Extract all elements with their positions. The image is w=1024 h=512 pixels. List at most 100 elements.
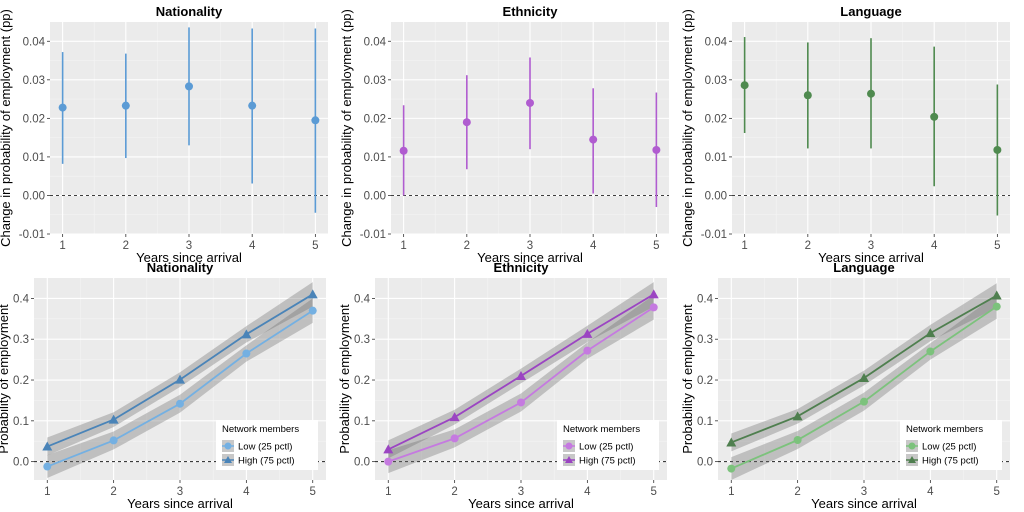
y-tick-label: 0.4 bbox=[697, 293, 714, 305]
x-tick-label: 2 bbox=[805, 240, 811, 252]
panel-5: 0.0 0.1 0.2 0.3 0.4 1 2 3 4 5 Ethnicity Years since… bbox=[337, 260, 667, 511]
data-point-circle bbox=[43, 462, 52, 471]
legend-label: High (75 pctl) bbox=[238, 456, 295, 467]
x-tick-label: 1 bbox=[44, 486, 50, 498]
data-point bbox=[652, 145, 661, 154]
data-point-circle bbox=[308, 306, 317, 315]
legend-key-triangle bbox=[224, 456, 232, 463]
y-tick-label: 0.04 bbox=[705, 36, 728, 48]
x-tick-label: 4 bbox=[590, 240, 597, 252]
data-point bbox=[740, 81, 749, 90]
y-axis-label: Change in probability of employment (pp) bbox=[339, 9, 354, 247]
x-tick-label: 1 bbox=[59, 240, 65, 252]
y-tick-label: -0.01 bbox=[19, 229, 45, 241]
legend-key-triangle bbox=[565, 456, 573, 463]
y-tick-label: 0.2 bbox=[13, 375, 29, 387]
x-tick-label: 1 bbox=[741, 240, 747, 252]
legend-label: High (75 pctl) bbox=[579, 456, 636, 467]
data-point bbox=[589, 135, 598, 144]
y-tick-label: 0.02 bbox=[364, 113, 386, 125]
data-point-circle bbox=[649, 303, 658, 312]
y-tick-label: 0.3 bbox=[354, 334, 370, 346]
x-tick-label: 3 bbox=[868, 240, 874, 252]
legend-title: Network members bbox=[222, 424, 299, 435]
legend-title: Network members bbox=[906, 424, 983, 435]
data-point-circle bbox=[242, 349, 251, 358]
x-tick-label: 5 bbox=[312, 240, 318, 252]
y-tick-label: 0.1 bbox=[354, 416, 370, 428]
data-point-circle bbox=[860, 397, 868, 406]
x-tick-label: 4 bbox=[584, 486, 591, 498]
y-axis-label: Probability of employment bbox=[680, 304, 695, 454]
y-axis-label: Change in probability of employment (pp) bbox=[0, 9, 13, 247]
y-tick-label: 0.1 bbox=[13, 416, 29, 428]
legend-key-triangle bbox=[908, 456, 916, 463]
data-point-circle bbox=[727, 464, 736, 473]
x-tick-label: 2 bbox=[451, 486, 457, 498]
y-axis-label: Probability of employment bbox=[337, 304, 352, 454]
x-axis-label: Years since arrival bbox=[818, 250, 924, 265]
panel-3: -0.01 0.00 0.01 0.02 0.03 0.04 1 2 3 4 5 Language Ye… bbox=[680, 4, 1010, 265]
panel-6: 0.0 0.1 0.2 0.3 0.4 1 2 3 4 5 Language Years since … bbox=[680, 260, 1010, 511]
y-tick-label: 0.0 bbox=[697, 457, 713, 469]
data-point-triangle bbox=[516, 370, 526, 380]
data-point-triangle bbox=[307, 289, 318, 299]
data-point bbox=[399, 146, 408, 155]
data-point bbox=[993, 145, 1002, 154]
panel-2: -0.01 0.00 0.01 0.02 0.03 0.04 1 2 3 4 5 Ethnicity Y… bbox=[339, 4, 669, 265]
x-tick-label: 3 bbox=[186, 240, 192, 252]
x-axis-label: Years since arrival bbox=[136, 250, 242, 265]
data-point-triangle bbox=[108, 414, 119, 424]
data-point bbox=[803, 91, 812, 100]
data-point-triangle bbox=[726, 437, 737, 447]
x-tick-label: 1 bbox=[728, 486, 734, 498]
confidence-band bbox=[731, 294, 997, 480]
x-tick-label: 2 bbox=[110, 486, 116, 498]
panel-4: 0.0 0.1 0.2 0.3 0.4 1 2 3 4 5 Nationality Years sin… bbox=[0, 260, 326, 511]
y-tick-label: 0.2 bbox=[354, 375, 370, 387]
panel-title: Ethnicity bbox=[494, 260, 550, 275]
panel-title: Ethnicity bbox=[503, 4, 559, 19]
data-point-triangle bbox=[42, 441, 53, 451]
y-tick-label: 0.04 bbox=[364, 36, 387, 48]
x-tick-label: 2 bbox=[123, 240, 129, 252]
y-tick-label: 0.01 bbox=[705, 152, 727, 164]
data-point-circle bbox=[793, 436, 802, 445]
x-axis-label: Years since arrival bbox=[811, 496, 917, 511]
y-tick-label: 0.02 bbox=[705, 113, 727, 125]
x-tick-label: 3 bbox=[177, 486, 183, 498]
data-point bbox=[930, 112, 939, 121]
y-tick-label: 0.03 bbox=[705, 75, 727, 87]
confidence-band bbox=[47, 282, 313, 456]
legend-key-circle bbox=[565, 442, 573, 450]
y-tick-label: 0.4 bbox=[354, 293, 371, 305]
data-point-circle bbox=[517, 398, 525, 407]
data-point bbox=[311, 116, 320, 125]
x-tick-label: 2 bbox=[464, 240, 470, 252]
x-tick-label: 5 bbox=[310, 486, 316, 498]
data-point bbox=[867, 89, 875, 98]
y-tick-label: 0.03 bbox=[364, 75, 386, 87]
data-point-triangle bbox=[859, 372, 869, 382]
legend-key-circle bbox=[224, 442, 232, 450]
data-point bbox=[526, 98, 534, 107]
y-tick-label: -0.01 bbox=[701, 229, 727, 241]
x-axis-label: Years since arrival bbox=[127, 496, 233, 511]
data-point-triangle bbox=[449, 412, 460, 422]
confidence-band bbox=[47, 298, 313, 478]
data-point-triangle bbox=[991, 290, 1002, 300]
x-tick-label: 3 bbox=[518, 486, 524, 498]
y-axis-label: Change in probability of employment (pp) bbox=[680, 9, 695, 247]
x-tick-label: 4 bbox=[249, 240, 256, 252]
data-point bbox=[121, 101, 130, 110]
x-tick-label: 1 bbox=[385, 486, 391, 498]
y-tick-label: 0.01 bbox=[364, 152, 386, 164]
y-tick-label: 0.04 bbox=[23, 36, 46, 48]
data-point bbox=[58, 103, 67, 112]
y-tick-label: 0.02 bbox=[23, 113, 45, 125]
x-tick-label: 4 bbox=[927, 486, 934, 498]
legend-label: Low (25 pctl) bbox=[922, 442, 976, 453]
panel-1: -0.01 0.00 0.01 0.02 0.03 0.04 1 2 3 4 5 Nationalit… bbox=[0, 4, 328, 265]
data-point-triangle bbox=[241, 329, 252, 339]
